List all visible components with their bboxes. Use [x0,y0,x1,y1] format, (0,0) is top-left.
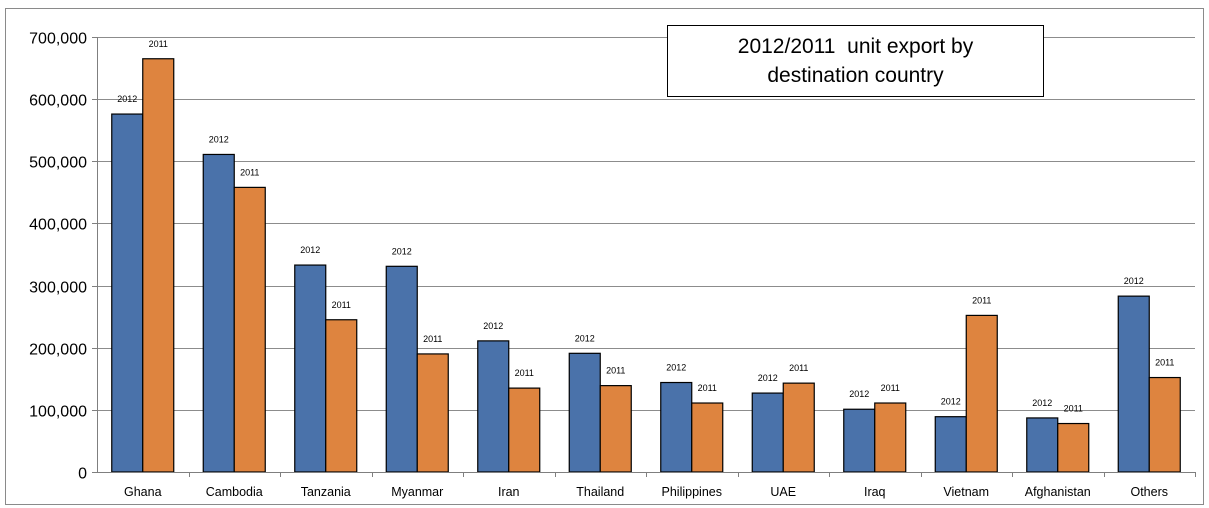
x-tick-label: Vietnam [943,485,989,499]
x-tick-label: Cambodia [206,485,263,499]
bar-2012 [1026,417,1059,473]
bar-2011 [599,385,632,473]
bar-2012 [202,153,235,473]
data-label: 2012 [575,333,595,343]
y-tick-label: 600,000 [29,93,87,110]
data-label: 2012 [117,94,137,104]
x-tick-label: Iraq [864,485,886,499]
data-label: 2012 [483,321,503,331]
data-label: 2011 [1064,404,1083,414]
data-label: 2011 [1155,358,1174,368]
bar-2011 [874,402,907,473]
y-tick-label: 200,000 [29,342,87,359]
data-label: 2011 [240,167,259,177]
bar-2012 [1117,295,1150,473]
y-tick-label: 100,000 [29,404,87,421]
y-tick-label: 400,000 [29,217,87,234]
bar-2011 [1057,422,1090,473]
axes: 0 100,000 200,000 300,000 400,000 500,000 600,… [29,31,1196,499]
bar-2011 [782,382,815,473]
data-label: 2011 [515,368,534,378]
data-label: 2012 [1124,276,1144,286]
data-label: 2012 [392,246,412,256]
y-tick-label: 700,000 [29,31,87,48]
bar-2012 [568,352,601,473]
x-tick-label: Philippines [662,485,722,499]
x-tick-label: UAE [770,485,796,499]
chart-title-line-1: 2012/2011 unit export by [737,35,974,58]
data-labels: 2012 2011 2012 2011 2012 2011 2012 2011 2012 2011… [117,39,1174,414]
bar-2011 [325,319,358,473]
x-tick-label: Thailand [576,485,624,499]
bar-2012 [477,340,510,473]
bar-2011 [1148,376,1181,473]
data-label: 2012 [666,363,686,373]
bar-2012 [660,381,693,473]
chart-title-line-2: destination country [767,64,944,87]
x-tick-label: Others [1130,485,1168,499]
data-label: 2012 [1032,398,1052,408]
x-tick-label: Iran [498,485,520,499]
bar-2012 [751,392,784,473]
x-tick-label: Afghanistan [1025,485,1091,499]
bar-2011 [233,186,266,473]
bar-2011 [508,387,541,473]
data-label: 2011 [149,39,168,49]
chart-title: 2012/2011 unit export by destination cou… [667,25,1044,97]
data-label: 2012 [941,397,961,407]
y-tick-label: 500,000 [29,155,87,172]
bar-2011 [691,402,724,473]
data-label: 2012 [209,134,229,144]
data-label: 2011 [789,363,808,373]
data-label: 2011 [606,366,625,376]
bar-2011 [965,314,998,473]
bars [111,58,1181,473]
data-label: 2012 [300,245,320,255]
x-tick-label: Myanmar [391,485,443,499]
y-tick-label: 300,000 [29,280,87,297]
data-label: 2011 [972,295,991,305]
data-label: 2011 [881,383,900,393]
data-label: 2012 [849,389,869,399]
data-label: 2011 [423,334,442,344]
bar-2012 [111,113,144,473]
bar-2012 [294,264,327,473]
data-label: 2012 [758,373,778,383]
y-tick-label: 0 [78,466,87,483]
data-label: 2011 [332,300,351,310]
x-tick-label: Ghana [124,485,162,499]
bar-2011 [142,58,175,473]
bar-2012 [385,265,418,473]
bar-2011 [416,353,449,473]
x-tick-label: Tanzania [301,485,351,499]
bar-2012 [934,416,967,473]
data-label: 2011 [698,383,717,393]
bar-2012 [843,408,876,473]
